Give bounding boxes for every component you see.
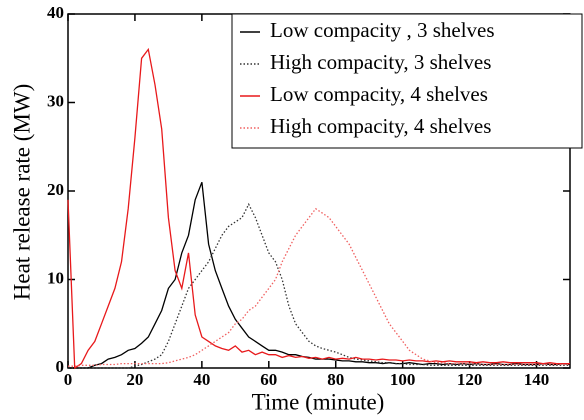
series-line <box>67 47 570 370</box>
legend-label: High compacity, 4 shelves <box>270 114 491 138</box>
series-line <box>68 181 571 369</box>
x-tick-label: 100 <box>390 370 416 389</box>
y-tick-label: 20 <box>47 180 64 199</box>
y-tick-label: 40 <box>47 3 64 22</box>
x-tick-label: 40 <box>193 370 210 389</box>
x-tick-label: 0 <box>64 370 73 389</box>
series-line <box>68 202 570 369</box>
y-tick-label: 10 <box>47 268 64 287</box>
legend-label: Low compacity, 4 shelves <box>270 82 488 106</box>
x-tick-label: 140 <box>524 370 550 389</box>
x-tick-label: 60 <box>260 370 277 389</box>
series-line <box>68 207 570 367</box>
y-axis-label: Heat release rate (MW) <box>9 84 34 300</box>
y-tick-label: 0 <box>56 357 65 376</box>
y-tick-label: 30 <box>47 91 64 110</box>
legend-label: High compacity, 3 shelves <box>270 50 491 74</box>
legend-label: Low compacity , 3 shelves <box>270 18 495 42</box>
x-tick-label: 20 <box>126 370 143 389</box>
x-tick-label: 80 <box>327 370 344 389</box>
x-axis-label: Time (minute) <box>252 389 385 414</box>
x-tick-label: 120 <box>457 370 483 389</box>
legend-box <box>231 13 583 149</box>
